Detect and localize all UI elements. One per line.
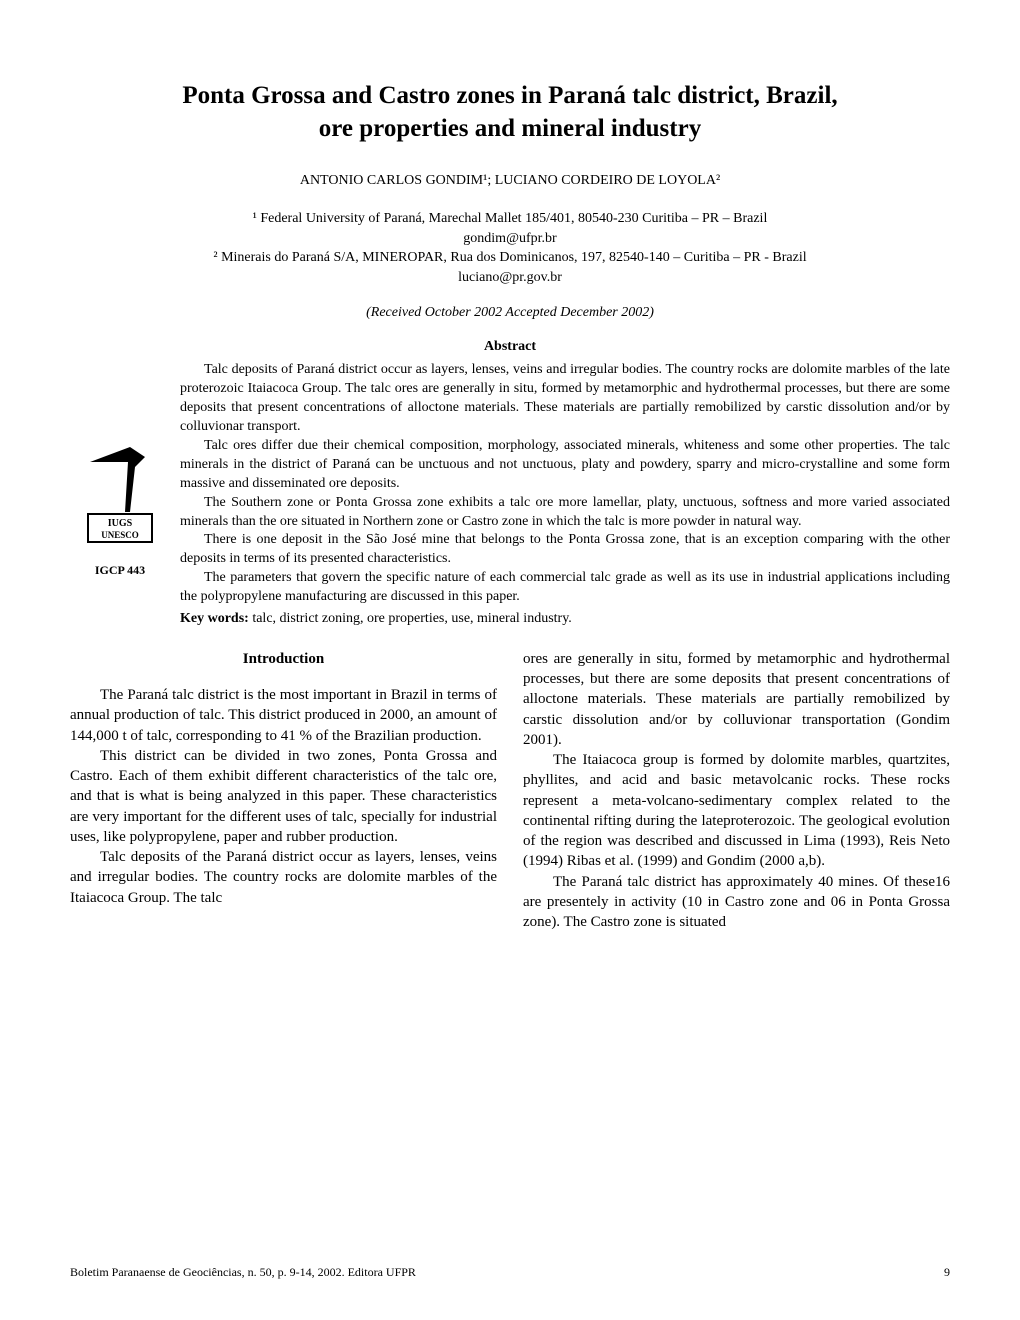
intro-col1-p1: The Paraná talc district is the most imp…	[70, 685, 497, 746]
logo-text-iugs: IUGS	[108, 518, 133, 529]
abstract-para-1: Talc deposits of Paraná district occur a…	[180, 361, 950, 437]
keywords: Key words: talc, district zoning, ore pr…	[180, 611, 950, 627]
intro-col2-p2: The Itaiacoca group is formed by dolomit…	[523, 750, 950, 872]
intro-col2-p3: The Paraná talc district has approximate…	[523, 872, 950, 933]
intro-col2-p1: ores are generally in situ, formed by me…	[523, 649, 950, 750]
page-number: 9	[944, 1265, 950, 1280]
affiliation-1: ¹ Federal University of Paraná, Marechal…	[70, 209, 950, 229]
email-1: gondim@ufpr.br	[70, 229, 950, 249]
email-2: luciano@pr.gov.br	[70, 268, 950, 288]
intro-col1-p3: Talc deposits of the Paraná district occ…	[70, 847, 497, 908]
footer-citation: Boletim Paranaense de Geociências, n. 50…	[70, 1265, 416, 1280]
intro-heading: Introduction	[70, 649, 497, 669]
abstract-para-5: The parameters that govern the specific …	[180, 569, 950, 607]
title-line-2: ore properties and mineral industry	[319, 115, 701, 142]
keywords-text: talc, district zoning, ore properties, u…	[249, 611, 572, 626]
iugs-unesco-logo-icon: IUGS UNESCO	[80, 442, 160, 552]
keywords-label: Key words:	[180, 611, 249, 626]
abstract-para-4: There is one deposit in the São José min…	[180, 531, 950, 569]
abstract-para-3: The Southern zone or Ponta Grossa zone e…	[180, 494, 950, 532]
logo-text-unesco: UNESCO	[101, 530, 139, 540]
abstract-block: Talc deposits of Paraná district occur a…	[180, 361, 950, 607]
abstract-para-2: Talc ores differ due their chemical comp…	[180, 437, 950, 494]
footer: Boletim Paranaense de Geociências, n. 50…	[70, 1265, 950, 1280]
received-date: (Received October 2002 Accepted December…	[70, 305, 950, 321]
paper-title: Ponta Grossa and Castro zones in Paraná …	[70, 80, 950, 145]
title-line-1: Ponta Grossa and Castro zones in Paraná …	[182, 82, 837, 109]
abstract-heading: Abstract	[70, 339, 950, 355]
authors: ANTONIO CARLOS GONDIM¹; LUCIANO CORDEIRO…	[70, 173, 950, 189]
intro-section: Introduction The Paraná talc district is…	[70, 649, 950, 933]
affiliations: ¹ Federal University of Paraná, Marechal…	[70, 209, 950, 287]
igcp-label: IGCP 443	[70, 563, 170, 578]
affiliation-2: ² Minerais do Paraná S/A, MINEROPAR, Rua…	[70, 248, 950, 268]
column-right: ores are generally in situ, formed by me…	[523, 649, 950, 933]
column-left: Introduction The Paraná talc district is…	[70, 649, 497, 933]
intro-col1-p2: This district can be divided in two zone…	[70, 746, 497, 847]
igcp-logo-block: IUGS UNESCO IGCP 443	[70, 442, 170, 578]
